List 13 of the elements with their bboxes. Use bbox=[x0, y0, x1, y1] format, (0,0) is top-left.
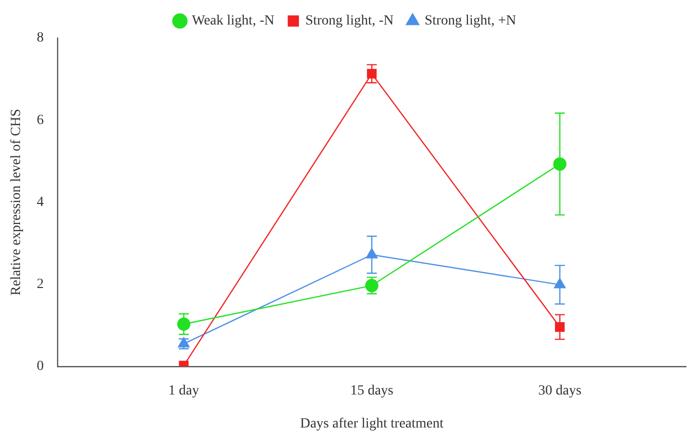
x-tick-label: 30 days bbox=[538, 383, 582, 398]
x-axis-title: Days after light treatment bbox=[300, 416, 444, 432]
y-tick-label: 4 bbox=[36, 194, 44, 210]
y-tick-label: 6 bbox=[36, 112, 44, 128]
y-tick-label: 2 bbox=[36, 276, 44, 292]
legend-label: Weak light, -N bbox=[192, 14, 274, 29]
y-tick-label: 8 bbox=[36, 30, 44, 46]
x-tick-label: 15 days bbox=[350, 383, 394, 398]
legend-label: Strong light, -N bbox=[305, 14, 394, 29]
y-axis-title: Relative expression level of CHS bbox=[9, 108, 24, 296]
y-tick-label: 0 bbox=[36, 359, 44, 374]
legend-label: Strong light, +N bbox=[424, 14, 516, 29]
x-tick-label: 1 day bbox=[168, 383, 200, 398]
